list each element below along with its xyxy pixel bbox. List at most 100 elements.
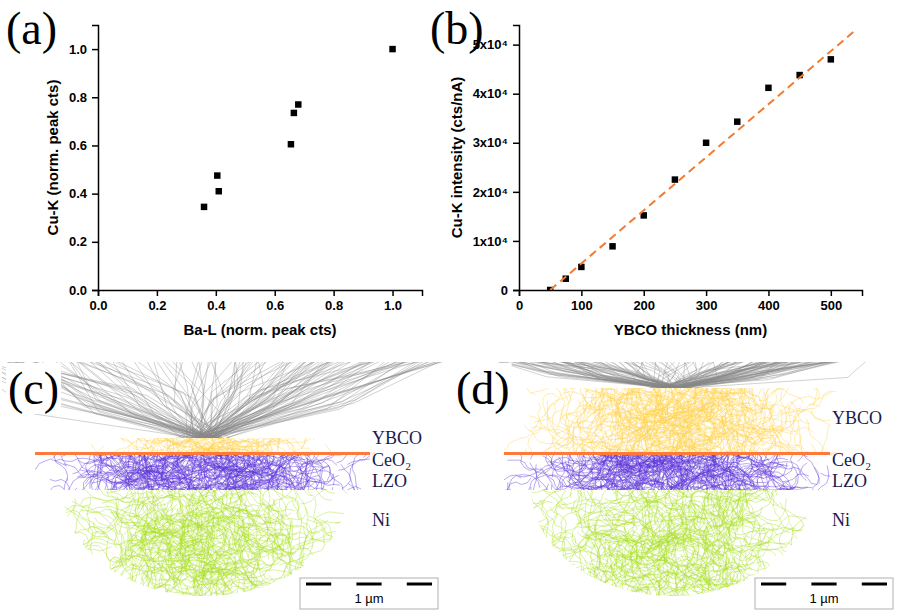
trajectory xyxy=(112,591,151,615)
plot-area xyxy=(201,46,396,210)
trajectory xyxy=(140,532,178,568)
tick-label: 2x10⁴ xyxy=(473,185,508,200)
scale-bar xyxy=(306,583,331,586)
trajectory xyxy=(233,438,251,444)
trajectory xyxy=(657,362,850,388)
tick: 0.8 xyxy=(325,290,343,313)
trajectory xyxy=(188,484,216,514)
trajectory xyxy=(187,455,230,461)
trajectory xyxy=(91,444,123,452)
tick-label: 0.0 xyxy=(69,283,87,298)
trajectory xyxy=(183,362,209,438)
trajectory xyxy=(100,457,124,497)
trajectory xyxy=(119,483,135,535)
trajectory xyxy=(484,362,671,388)
tick: 0.8 xyxy=(69,90,98,105)
tick-mark xyxy=(706,290,708,296)
trajectory xyxy=(47,448,83,490)
trajectory xyxy=(119,593,177,598)
trajectory xyxy=(105,456,134,490)
trajectory xyxy=(270,455,284,480)
label-patch xyxy=(370,428,424,448)
data-point xyxy=(214,172,220,178)
trajectory xyxy=(2,362,217,438)
trajectory xyxy=(73,446,105,452)
trajectory xyxy=(144,443,154,499)
trajectory xyxy=(35,468,64,490)
trajectory xyxy=(150,591,174,615)
tick: 0 xyxy=(501,283,519,298)
data-point xyxy=(291,110,297,116)
trajectory xyxy=(289,539,328,571)
trajectory xyxy=(210,362,226,438)
trajectory xyxy=(2,362,194,438)
trajectory xyxy=(161,455,180,479)
trajectory xyxy=(192,512,245,531)
chart-panel: 010020030040050001x10⁴2x10⁴3x10⁴4x10⁴5x1… xyxy=(430,3,863,338)
tick-label: 0.2 xyxy=(69,234,87,249)
trajectory xyxy=(72,479,93,490)
trajectory xyxy=(659,362,827,388)
trajectory xyxy=(94,480,106,490)
trajectory xyxy=(130,570,159,612)
trajectory xyxy=(664,362,856,388)
trajectory xyxy=(683,362,691,388)
trajectory xyxy=(531,426,587,441)
trajectory xyxy=(125,559,156,605)
trajectory xyxy=(179,464,187,519)
trajectory xyxy=(78,455,126,464)
trajectory xyxy=(121,547,176,559)
trajectory xyxy=(270,456,295,490)
data-point xyxy=(609,243,615,249)
trajectory xyxy=(241,529,287,558)
trajectory xyxy=(535,449,587,452)
trajectory xyxy=(271,482,323,490)
trajectory xyxy=(138,482,172,490)
trajectory xyxy=(86,512,117,549)
tick-mark xyxy=(92,290,98,292)
trajectory xyxy=(668,362,780,388)
trajectory xyxy=(258,455,310,456)
tick-label: 0.4 xyxy=(207,298,226,313)
trajectory xyxy=(273,584,287,615)
trajectory xyxy=(94,565,136,603)
trajectory xyxy=(161,520,189,544)
trajectory xyxy=(129,496,154,533)
trajectory xyxy=(306,455,314,487)
tick-mark xyxy=(92,97,98,99)
trajectory xyxy=(217,438,226,446)
trajectory xyxy=(177,455,227,472)
trajectory xyxy=(199,567,253,576)
trajectory xyxy=(519,362,673,388)
trajectory xyxy=(239,455,286,477)
trajectory xyxy=(49,455,67,481)
trajectory xyxy=(301,487,352,504)
trajectory xyxy=(136,591,174,615)
tick-mark xyxy=(157,290,159,296)
trajectory xyxy=(114,455,134,457)
trajectory xyxy=(237,512,291,524)
trajectory xyxy=(72,501,119,535)
axis-line xyxy=(513,26,520,291)
axis-line xyxy=(520,291,863,297)
trajectory xyxy=(191,443,206,497)
trajectory xyxy=(187,455,240,467)
trajectory xyxy=(200,362,445,438)
trajectory xyxy=(303,476,319,490)
tick-mark xyxy=(92,242,98,244)
trajectory xyxy=(146,587,170,615)
trajectory xyxy=(280,489,336,490)
trajectory xyxy=(38,585,85,615)
trajectory xyxy=(674,362,813,388)
trajectory xyxy=(22,553,57,592)
trajectory xyxy=(239,556,279,586)
tick-mark xyxy=(513,192,519,194)
trajectory xyxy=(179,362,405,438)
trajectory xyxy=(56,444,63,500)
tick: 100 xyxy=(571,290,593,313)
panel-letter: (a) xyxy=(6,3,57,54)
trajectory xyxy=(225,442,237,495)
tick-label: 1.0 xyxy=(69,42,87,57)
tick-label: 0.8 xyxy=(325,298,343,313)
tick-mark xyxy=(768,290,770,296)
